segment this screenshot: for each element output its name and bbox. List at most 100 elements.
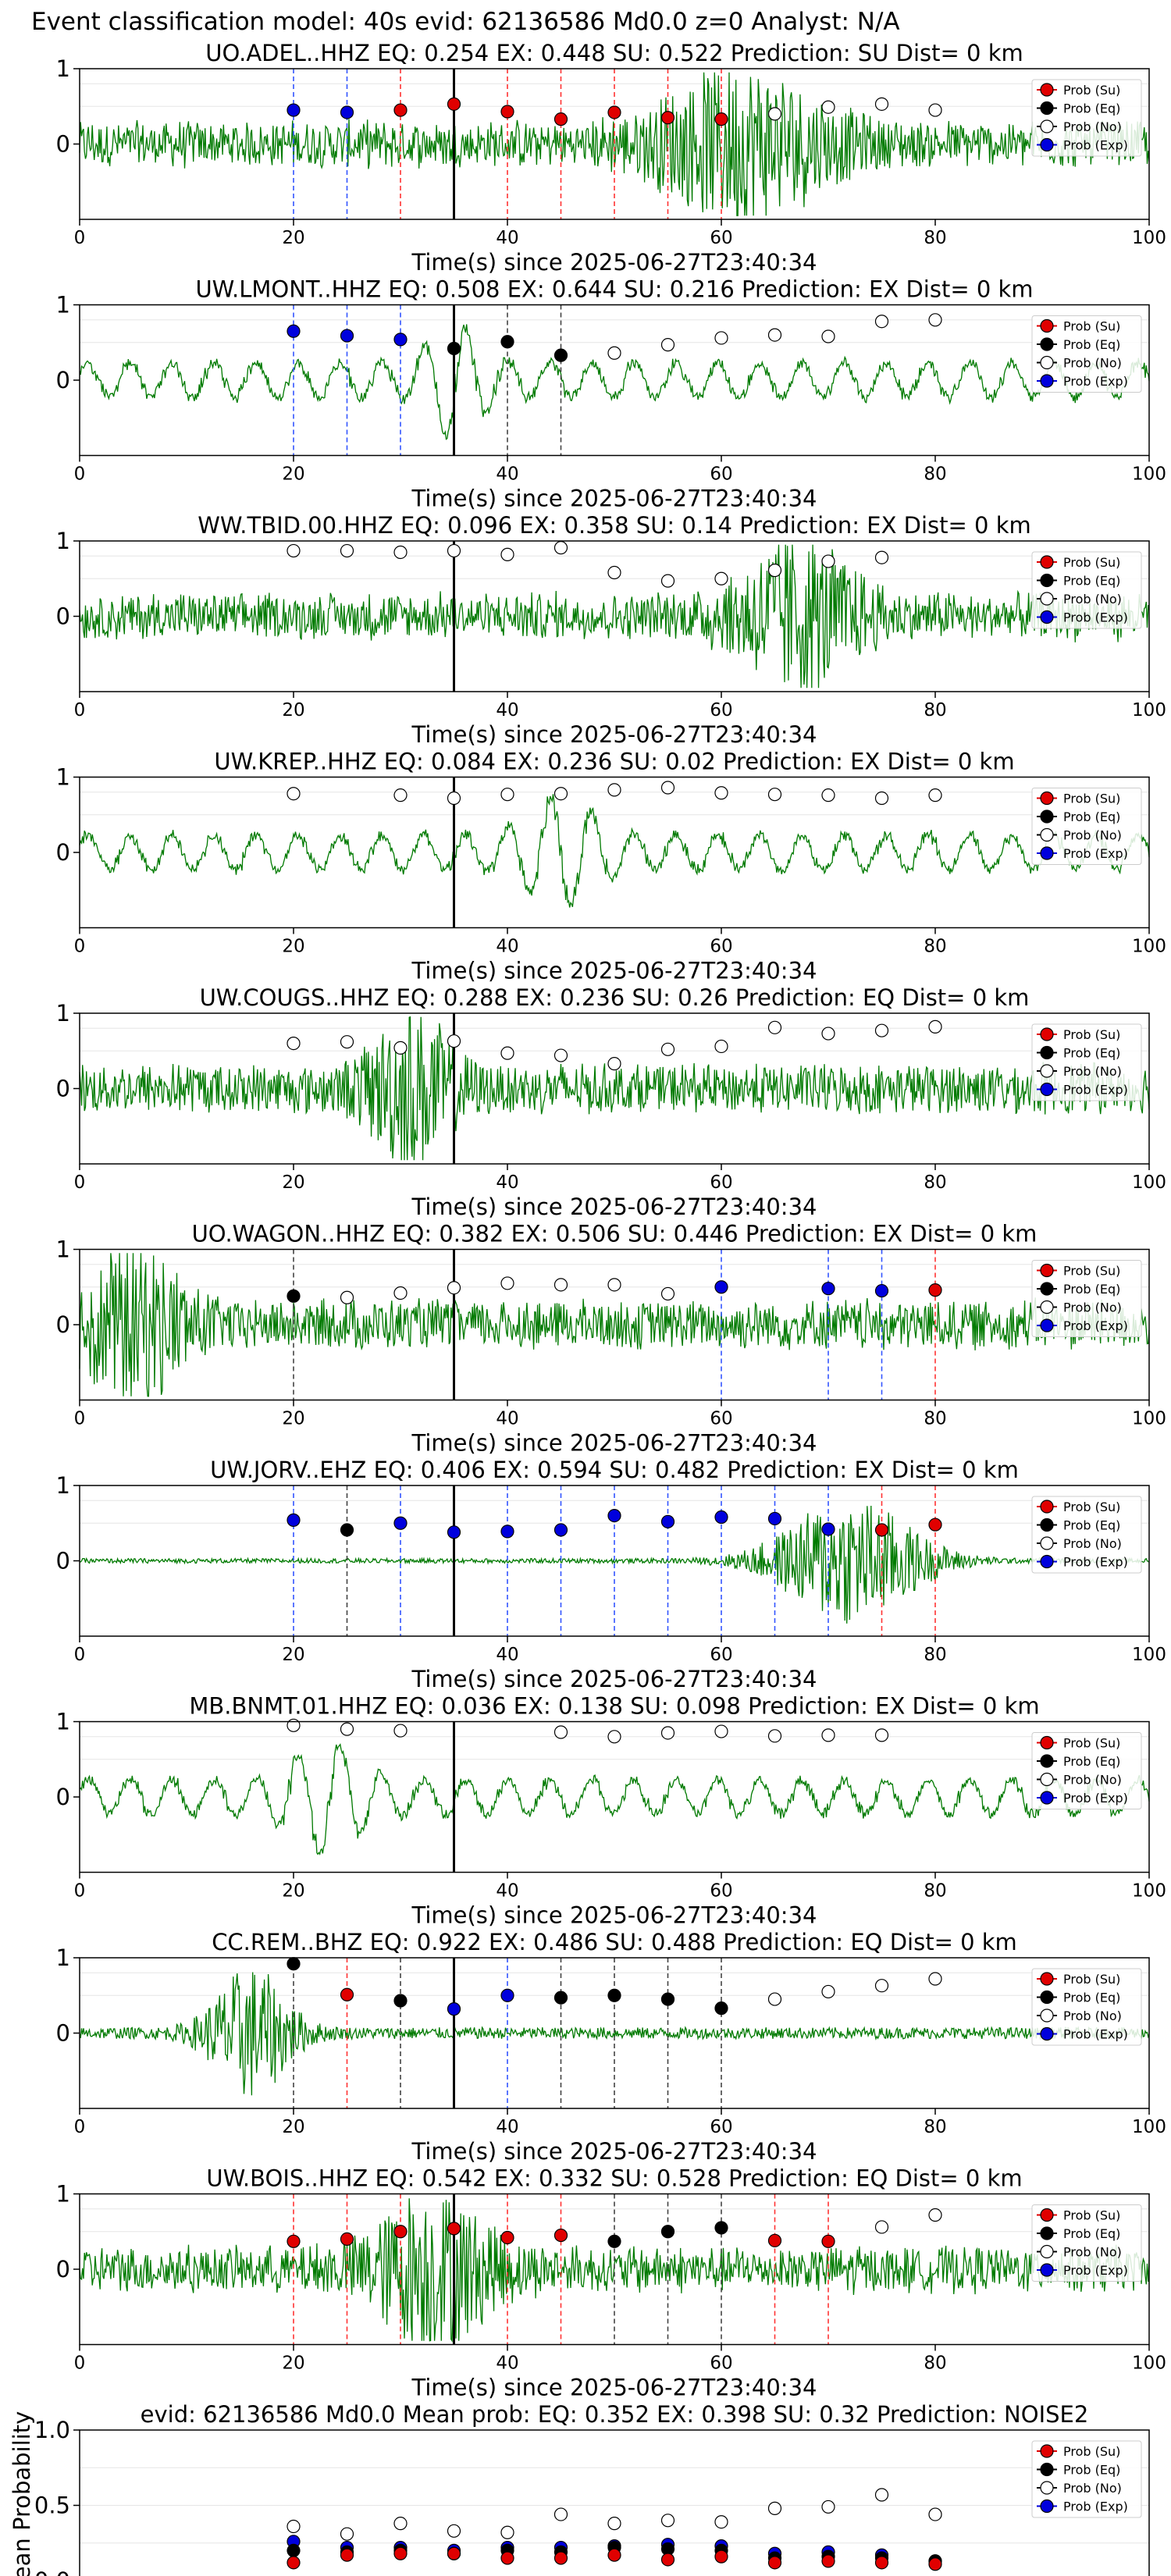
legend-marker-su [1040, 1027, 1054, 1041]
legend: Prob (Su) Prob (Eq) Prob (No) Prob (Exp) [1031, 1968, 1142, 2046]
mean-prob-point-su [928, 2557, 942, 2571]
x-tick-label: 40 [496, 1645, 518, 1665]
panel-title: UO.WAGON..HHZ EQ: 0.382 EX: 0.506 SU: 0.… [192, 1221, 1038, 1247]
panel-title: MB.BNMT.01.HHZ EQ: 0.036 EX: 0.138 SU: 0… [189, 1693, 1039, 1720]
prob-point-no [928, 2208, 942, 2222]
mean-prob-point-su [447, 2546, 461, 2560]
x-tick-label: 20 [282, 700, 304, 720]
prob-point-no [607, 565, 621, 580]
prob-point-su [447, 97, 461, 111]
legend-label-no: Prob (No) [1063, 592, 1122, 607]
prob-point-exp [287, 324, 301, 338]
x-tick-label: 20 [282, 1645, 304, 1665]
x-tick-label: 80 [924, 700, 946, 720]
prob-point-no [874, 550, 889, 564]
panel-title: evid: 62136586 Md0.0 Mean prob: EQ: 0.35… [141, 2401, 1089, 2428]
y-tick-label: 0 [56, 603, 70, 630]
prob-point-exp [393, 1516, 408, 1530]
mean-prob-point-no [767, 2501, 782, 2515]
legend-label-eq: Prob (Eq) [1063, 2463, 1120, 2478]
prob-point-no [553, 541, 568, 555]
prob-point-no [821, 100, 835, 114]
y-tick-label: 1 [56, 292, 70, 318]
x-tick-label: 0 [74, 700, 86, 720]
prob-point-no [393, 1041, 408, 1055]
legend-label-no: Prob (No) [1063, 2481, 1122, 2496]
legend-label-exp: Prob (Exp) [1063, 1083, 1128, 1098]
x-tick-label: 0 [74, 2354, 86, 2374]
x-tick-label: 60 [710, 2117, 732, 2137]
legend-label-exp: Prob (Exp) [1063, 846, 1128, 861]
x-tick-label: 60 [710, 2354, 732, 2374]
legend: Prob (Su) Prob (Eq) Prob (No) Prob (Exp) [1031, 1496, 1142, 1574]
prob-point-eq [607, 2234, 621, 2248]
seismogram-trace [79, 1253, 1150, 1397]
prob-point-exp [393, 333, 408, 347]
seismogram-trace [79, 1016, 1150, 1161]
x-axis-label: Time(s) since 2025-06-27T23:40:34 [411, 486, 817, 512]
legend-marker-exp [1040, 610, 1054, 624]
prob-point-su [553, 112, 568, 126]
y-tick-label: 0 [56, 2020, 70, 2047]
legend-marker-exp [1040, 2026, 1054, 2041]
legend-marker-exp [1040, 2263, 1054, 2277]
panel-title: UO.ADEL..HHZ EQ: 0.254 EX: 0.448 SU: 0.5… [205, 40, 1023, 66]
legend-frame [1031, 79, 1142, 157]
legend-frame [1031, 788, 1142, 865]
y-tick-label: 1 [56, 1472, 70, 1499]
panel-3: WW.TBID.00.HHZ EQ: 0.096 EX: 0.358 SU: 0… [56, 512, 1166, 748]
prob-point-no [553, 1725, 568, 1739]
legend-frame [1031, 1260, 1142, 1337]
y-tick-label: 0 [56, 131, 70, 158]
x-tick-label: 60 [710, 937, 732, 957]
x-tick-label: 20 [282, 1881, 304, 1902]
prob-point-no [447, 1281, 461, 1295]
seismogram-trace [79, 324, 1150, 440]
mean-prob-point-no [607, 2517, 621, 2531]
legend-marker-no [1040, 2244, 1054, 2259]
prob-point-no [821, 554, 835, 568]
mean-prob-point-no [821, 2500, 835, 2514]
legend-marker-eq [1040, 337, 1054, 351]
prob-point-su [393, 2225, 408, 2239]
prob-point-su [500, 2230, 514, 2245]
x-tick-label: 0 [74, 1172, 86, 1193]
x-tick-label: 60 [710, 700, 732, 720]
legend-marker-su [1040, 83, 1054, 97]
prob-point-no [767, 788, 782, 802]
prob-point-no [553, 1048, 568, 1062]
prob-point-exp [874, 1283, 889, 1298]
legend-marker-eq [1040, 2462, 1054, 2477]
x-axis-label: Time(s) since 2025-06-27T23:40:34 [411, 2375, 817, 2401]
prob-point-no [767, 1020, 782, 1034]
prob-point-eq [553, 1991, 568, 2005]
prob-point-su [393, 103, 408, 117]
prob-point-su [447, 2222, 461, 2236]
mean-prob-point-su [874, 2556, 889, 2570]
y-tick-label: 0 [56, 1784, 70, 1810]
prob-point-no [821, 788, 835, 802]
prob-point-exp [447, 1525, 461, 1539]
x-axis-label: Time(s) since 2025-06-27T23:40:34 [411, 1194, 817, 1220]
mean-prob-point-no [500, 2525, 514, 2539]
x-tick-label: 100 [1132, 1172, 1166, 1193]
prob-point-eq [500, 335, 514, 349]
legend-frame [1031, 1732, 1142, 1809]
x-tick-label: 100 [1132, 228, 1166, 248]
legend-marker-no [1040, 2481, 1054, 2495]
prob-point-no [447, 1034, 461, 1048]
legend-label-exp: Prob (Exp) [1063, 2500, 1128, 2514]
prob-point-no [874, 2220, 889, 2234]
prob-point-no [500, 1046, 514, 1060]
legend-marker-no [1040, 1064, 1054, 1078]
prob-point-no [553, 787, 568, 801]
x-axis-label: Time(s) since 2025-06-27T23:40:34 [411, 1430, 817, 1457]
x-axis-label: Time(s) since 2025-06-27T23:40:34 [411, 1666, 817, 1692]
prob-point-su [500, 105, 514, 119]
legend: Prob (Su) Prob (Eq) Prob (No) Prob (Exp) [1031, 1260, 1142, 1337]
y-tick-label: 1 [56, 1709, 70, 1735]
panel-title: WW.TBID.00.HHZ EQ: 0.096 EX: 0.358 SU: 0… [198, 512, 1031, 539]
x-tick-label: 60 [710, 464, 732, 485]
legend-label-eq: Prob (Eq) [1063, 101, 1120, 116]
prob-point-su [928, 1283, 942, 1297]
